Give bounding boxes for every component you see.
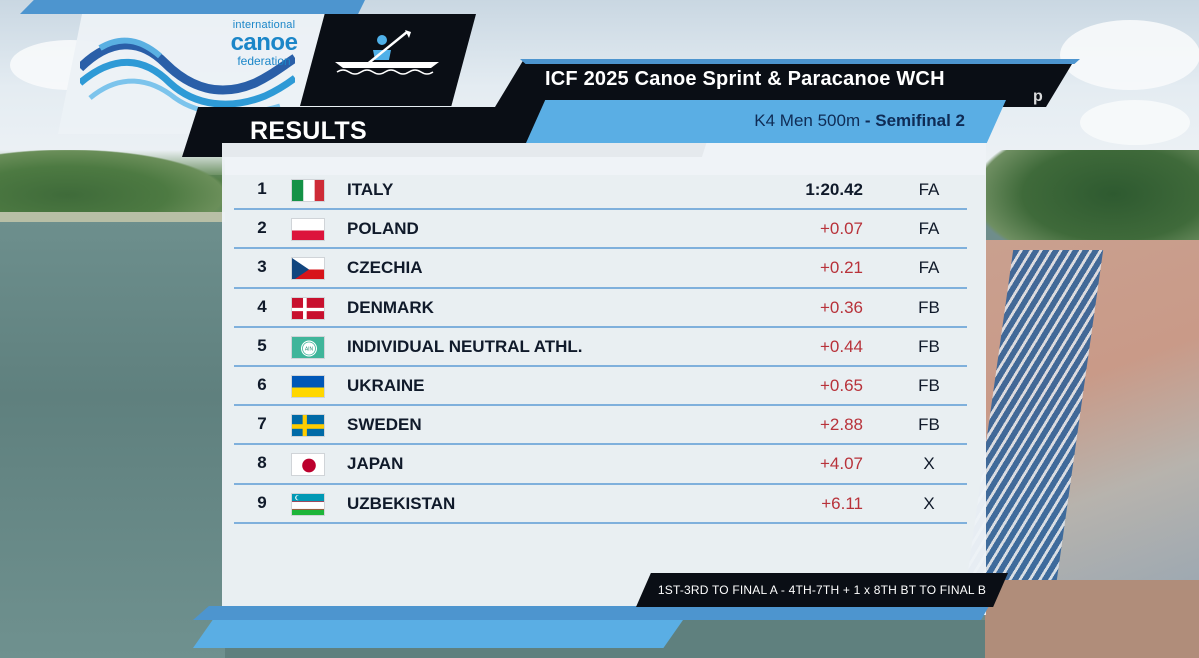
table-row: 8 JAPAN +4.07 X	[234, 445, 967, 485]
time-cell: +0.07	[819, 219, 863, 239]
flag-ukraine-icon	[291, 374, 325, 398]
country-cell: UZBEKISTAN	[347, 493, 456, 513]
country-cell: DENMARK	[347, 297, 434, 317]
rank-cell: 3	[257, 257, 267, 277]
cloud	[1080, 100, 1190, 145]
flag-japan-icon	[291, 453, 325, 477]
rank-cell: 4	[257, 296, 267, 316]
country-cell: SWEDEN	[347, 415, 422, 435]
logo-line-federation: federation	[237, 54, 291, 68]
logo-line-international: international	[232, 19, 296, 31]
qualification-cell: FA	[918, 180, 940, 199]
water-left	[0, 222, 225, 658]
country-cell: JAPAN	[347, 454, 404, 474]
flag-ain-icon: AIN	[291, 335, 325, 359]
rank-cell: 7	[257, 414, 267, 434]
flag-uzbekistan-icon	[291, 492, 325, 516]
time-cell: +6.11	[821, 493, 863, 513]
results-table: 1 ITALY 1:20.42 FA 2 POLAND +0.07 FA 3 CZECHIA +0.…	[234, 171, 967, 524]
logo-accent-stripe	[20, 0, 365, 14]
icf-logo-text: international canoe federation	[224, 19, 304, 68]
logo-line-canoe: canoe	[230, 29, 298, 56]
rank-cell: 5	[257, 335, 267, 355]
kayak-icon	[335, 30, 439, 75]
flag-italy-icon	[291, 179, 325, 202]
country-cell: POLAND	[347, 219, 419, 239]
flag-denmark-icon	[291, 296, 325, 320]
country-cell: CZECHIA	[347, 258, 423, 278]
race-phase: - Semifinal 2	[864, 111, 965, 130]
rank-cell: 6	[257, 374, 267, 394]
rank-cell: 9	[257, 492, 267, 512]
table-row: 3 CZECHIA +0.21 FA	[234, 249, 967, 289]
time-cell: 1:20.42	[805, 180, 863, 199]
time-cell: +0.44	[819, 336, 863, 356]
qualification-cell: FA	[918, 258, 940, 278]
table-row: 1 ITALY 1:20.42 FA	[234, 171, 967, 211]
broadcaster-mark: p	[1033, 88, 1043, 105]
results-title: RESULTS	[250, 117, 367, 145]
race-label: K4 Men 500m - Semifinal 2	[700, 111, 965, 131]
qualification-note: 1ST-3RD TO FINAL A - 4TH-7TH + 1 x 8TH B…	[657, 583, 987, 597]
table-row: 7 SWEDEN +2.88 FB	[234, 406, 967, 446]
cloud	[1060, 20, 1199, 90]
country-cell: ITALY	[347, 180, 394, 199]
table-row: 4 DENMARK +0.36 FB	[234, 289, 967, 328]
time-cell: +2.88	[819, 415, 863, 435]
bottom-accent-stripe	[193, 606, 989, 620]
table-row: 5 AIN INDIVIDUAL NEUTRAL ATHL. +0.44 FB	[234, 328, 967, 367]
event-bar	[495, 59, 1075, 107]
race-bar	[526, 100, 1006, 143]
svg-text:AIN: AIN	[305, 346, 314, 352]
qualification-cell: FB	[918, 375, 940, 395]
qualification-cell: FB	[918, 297, 940, 317]
event-accent-stripe	[520, 59, 1080, 64]
rank-cell: 2	[257, 218, 267, 238]
time-cell: +4.07	[819, 454, 863, 474]
qualification-cell: FB	[918, 415, 940, 435]
flag-poland-icon	[291, 218, 325, 242]
shore	[0, 212, 225, 224]
race-name: K4 Men 500m	[754, 111, 861, 130]
flag-sweden-icon	[291, 414, 325, 438]
qualification-bar	[636, 573, 1008, 607]
qualification-cell: FA	[918, 219, 940, 239]
bottom-accent-stripe-light	[193, 620, 683, 648]
qualification-cell: X	[923, 493, 935, 513]
flag-czechia-icon	[291, 257, 325, 281]
country-cell: UKRAINE	[347, 375, 425, 395]
event-title: ICF 2025 Canoe Sprint & Paracanoe WCH	[545, 68, 945, 90]
rank-cell: 8	[257, 453, 267, 473]
time-cell: +0.21	[819, 258, 863, 278]
qualification-cell: FB	[918, 336, 940, 356]
table-row: 9 UZBEKISTAN +6.11 X	[234, 485, 967, 524]
results-panel	[222, 143, 986, 615]
table-row: 6 UKRAINE +0.65 FB	[234, 367, 967, 407]
time-cell: +0.36	[819, 297, 863, 317]
time-cell: +0.65	[819, 375, 863, 395]
pier	[985, 580, 1199, 658]
qualification-cell: X	[923, 454, 935, 474]
table-row: 2 POLAND +0.07 FA	[234, 210, 967, 250]
rank-cell: 1	[257, 179, 267, 198]
country-cell: INDIVIDUAL NEUTRAL ATHL.	[347, 336, 583, 356]
